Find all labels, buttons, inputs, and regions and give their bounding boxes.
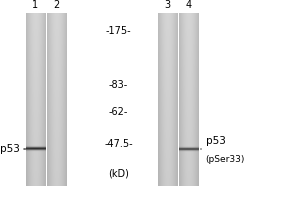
Text: (kD): (kD) [108,169,129,179]
Text: p53: p53 [206,136,225,146]
Text: 3: 3 [164,0,170,10]
Text: -62-: -62- [109,107,128,117]
Text: -83-: -83- [109,80,128,90]
Text: 2: 2 [53,0,59,10]
Text: 4: 4 [185,0,191,10]
Text: -47.5-: -47.5- [104,139,133,149]
Text: -175-: -175- [106,26,131,36]
Text: p53: p53 [0,144,20,154]
Text: (pSer33): (pSer33) [206,154,245,164]
Text: 1: 1 [32,0,38,10]
